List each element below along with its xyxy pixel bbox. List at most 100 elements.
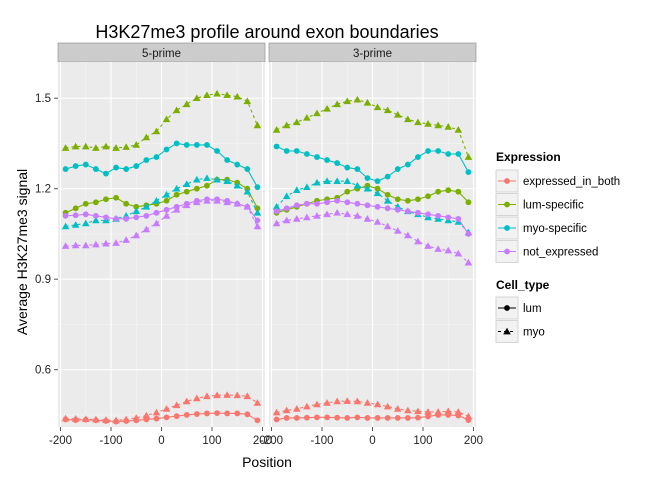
legend-label: expressed_in_both (523, 176, 620, 188)
data-point (384, 173, 391, 180)
data-point (383, 222, 392, 230)
legend-cell-type: Cell_type lum myo (495, 278, 550, 343)
data-point (444, 407, 453, 415)
series-5-prime-lum-specific-myo (61, 89, 262, 151)
data-point (172, 206, 181, 213)
data-point (172, 401, 181, 409)
data-point (303, 402, 311, 410)
data-point (193, 175, 201, 183)
data-point (324, 199, 330, 206)
data-point (415, 154, 421, 160)
x-tick-label: -200 (49, 435, 72, 447)
data-point (173, 191, 180, 198)
legend-item-myo-specific: myo-specific (495, 216, 587, 240)
data-point (122, 415, 130, 423)
data-point (404, 415, 411, 421)
data-point (132, 231, 141, 239)
series-3-prime-not_expressed-lum (273, 197, 472, 237)
x-tick-label: 100 (202, 435, 221, 447)
data-point (454, 126, 463, 133)
data-point (243, 97, 252, 105)
legend-label: myo-specific (523, 223, 587, 235)
data-point (394, 415, 401, 421)
data-point (253, 399, 262, 406)
data-point (414, 237, 422, 245)
data-point (293, 415, 300, 421)
data-point (203, 174, 211, 181)
data-point (425, 211, 431, 218)
data-point (383, 106, 392, 114)
data-point (183, 188, 190, 195)
data-point (465, 169, 472, 176)
data-point (113, 194, 119, 201)
data-point (354, 166, 361, 172)
data-point (313, 400, 321, 408)
data-point (132, 414, 141, 421)
data-point (415, 196, 421, 203)
data-point (182, 180, 191, 188)
data-point (152, 127, 161, 135)
data-point (153, 154, 160, 160)
x-tick-label: -200 (260, 435, 283, 447)
data-point (213, 196, 221, 204)
data-point (273, 143, 280, 150)
data-point (444, 123, 453, 130)
data-point (314, 154, 320, 160)
data-point (244, 411, 251, 418)
data-point (394, 196, 401, 203)
data-point (363, 399, 372, 406)
series-layer (61, 89, 473, 425)
data-point (272, 219, 281, 227)
data-point (364, 202, 371, 209)
data-point (162, 115, 171, 123)
data-point (313, 178, 321, 186)
data-point (92, 415, 100, 423)
data-point (62, 166, 69, 172)
x-tick-label: 0 (158, 435, 164, 447)
data-point (363, 98, 372, 106)
data-point (435, 148, 442, 154)
data-point (61, 414, 70, 422)
data-point (253, 222, 262, 230)
data-point (333, 397, 341, 405)
data-point (435, 212, 442, 219)
data-point (465, 231, 472, 237)
data-point (353, 181, 362, 189)
data-point (173, 140, 180, 147)
data-point (193, 198, 201, 206)
data-point (71, 241, 80, 249)
data-point (203, 91, 211, 99)
data-point (434, 408, 442, 415)
data-point (414, 407, 422, 415)
data-point (122, 236, 130, 243)
data-point (323, 177, 331, 185)
data-point (153, 415, 160, 422)
data-point (283, 205, 290, 212)
data-point (112, 239, 120, 246)
series-3-prime-expressed_in_both-myo (272, 397, 473, 420)
y-tick-label: 0.6 (35, 365, 51, 377)
series-3-prime-not_expressed-myo (272, 209, 473, 266)
data-point (334, 414, 341, 421)
data-point (374, 415, 381, 421)
data-point (82, 211, 89, 218)
data-point (313, 109, 321, 117)
data-point (183, 142, 190, 148)
data-point (445, 187, 452, 194)
data-point (152, 219, 161, 227)
data-point (425, 193, 431, 200)
data-point (182, 397, 191, 405)
data-point (102, 142, 110, 150)
x-tick-label: -100 (310, 435, 333, 447)
data-point (343, 397, 352, 404)
data-point (92, 212, 99, 219)
legend-key-point (503, 327, 511, 335)
data-point (353, 212, 362, 219)
data-point (434, 121, 442, 129)
data-point (233, 181, 242, 189)
data-point (393, 227, 402, 234)
data-point (163, 414, 170, 421)
data-point (193, 142, 200, 148)
data-point (273, 208, 280, 215)
